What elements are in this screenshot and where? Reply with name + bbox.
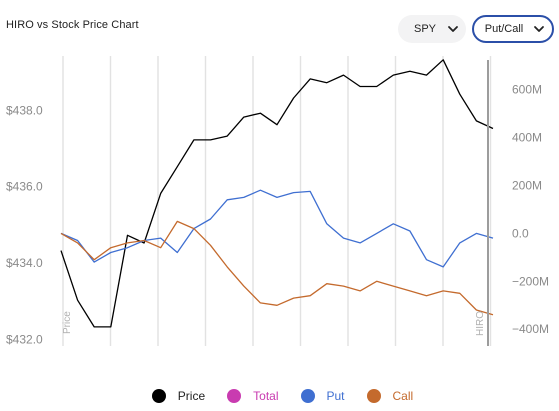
legend-item-call[interactable]: Call: [366, 389, 414, 403]
legend-label: Price: [177, 389, 206, 403]
view-select-value: Put/Call: [484, 23, 524, 35]
left-tick-label: $436.0: [6, 180, 43, 194]
left-axis-title: Price: [62, 311, 73, 334]
legend-dot: [300, 389, 315, 403]
symbol-select-value: SPY: [413, 23, 436, 35]
chart-legend: Price Total Put Call: [0, 384, 559, 408]
right-tick-label: 0.0: [512, 226, 529, 240]
series-line-call: [60, 220, 494, 316]
view-select[interactable]: Put/Call: [472, 15, 554, 43]
legend-label: Put: [326, 389, 345, 403]
right-tick-label: 400M: [512, 130, 542, 144]
hiro-chart[interactable]: $432.0 $434.0 $436.0 $438.0 −400M −200M 0.0 200…: [0, 56, 559, 374]
chart-title: HIRO vs Stock Price Chart: [6, 19, 139, 31]
right-tick-label: −400M: [512, 322, 549, 336]
legend-label: Call: [392, 389, 414, 403]
right-tick-label: 200M: [512, 178, 542, 192]
right-tick-label: −200M: [512, 274, 549, 288]
left-tick-label: $434.0: [6, 256, 43, 270]
symbol-select[interactable]: SPY: [398, 15, 466, 43]
legend-item-put[interactable]: Put: [300, 389, 345, 403]
legend-item-price[interactable]: Price: [151, 389, 206, 403]
chart-header: HIRO vs Stock Price Chart SPY Put/Call: [0, 0, 559, 56]
series-line-price: [60, 59, 494, 328]
series-line-put: [60, 189, 494, 268]
gridlines: [62, 56, 492, 346]
left-tick-label: $438.0: [6, 103, 43, 117]
legend-dot: [366, 389, 381, 403]
chart-area[interactable]: $432.0 $434.0 $436.0 $438.0 −400M −200M 0.0 200…: [0, 56, 559, 374]
left-tick-label: $432.0: [6, 332, 43, 346]
chevron-down-icon: [534, 26, 544, 32]
right-tick-label: 600M: [512, 83, 542, 97]
legend-dot: [151, 389, 166, 403]
legend-label: Total: [253, 389, 279, 403]
legend-item-total[interactable]: Total: [227, 389, 279, 403]
chevron-down-icon: [448, 26, 458, 32]
legend-dot: [227, 389, 242, 403]
series-lines: [60, 59, 494, 328]
right-axis-title: HIRO: [475, 311, 486, 336]
